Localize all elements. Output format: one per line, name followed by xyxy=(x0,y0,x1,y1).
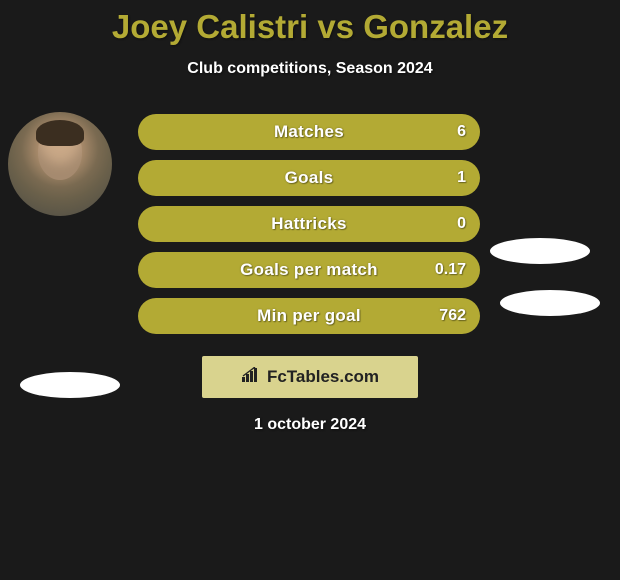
player-avatar xyxy=(8,112,112,216)
decorative-ellipse xyxy=(20,372,120,398)
stat-bar-label: Goals xyxy=(285,168,334,188)
subtitle: Club competitions, Season 2024 xyxy=(0,60,620,78)
chart-icon xyxy=(241,367,261,388)
stat-bar-label: Matches xyxy=(274,122,344,142)
logo-box: FcTables.com xyxy=(202,356,418,398)
stat-bar: Goals 1 xyxy=(138,160,480,196)
date-text: 1 october 2024 xyxy=(0,416,620,434)
page-title: Joey Calistri vs Gonzalez xyxy=(0,0,620,46)
stat-bar: Matches 6 xyxy=(138,114,480,150)
main-content: Matches 6 Goals 1 Hattricks 0 Goals per match 0… xyxy=(0,114,620,434)
logo-text: FcTables.com xyxy=(267,367,379,387)
stat-bar-label: Goals per match xyxy=(240,260,378,280)
stat-bar-value: 0.17 xyxy=(435,261,466,279)
decorative-ellipse xyxy=(500,290,600,316)
stat-bar-value: 6 xyxy=(457,123,466,141)
decorative-ellipse xyxy=(490,238,590,264)
stat-bars: Matches 6 Goals 1 Hattricks 0 Goals per match 0… xyxy=(138,114,480,334)
stat-bar-value: 0 xyxy=(457,215,466,233)
stat-bar-label: Min per goal xyxy=(257,306,361,326)
stat-bar: Goals per match 0.17 xyxy=(138,252,480,288)
stat-bar-value: 1 xyxy=(457,169,466,187)
stat-bar-value: 762 xyxy=(439,307,466,325)
stat-bar: Min per goal 762 xyxy=(138,298,480,334)
stat-bar: Hattricks 0 xyxy=(138,206,480,242)
stat-bar-label: Hattricks xyxy=(271,214,346,234)
